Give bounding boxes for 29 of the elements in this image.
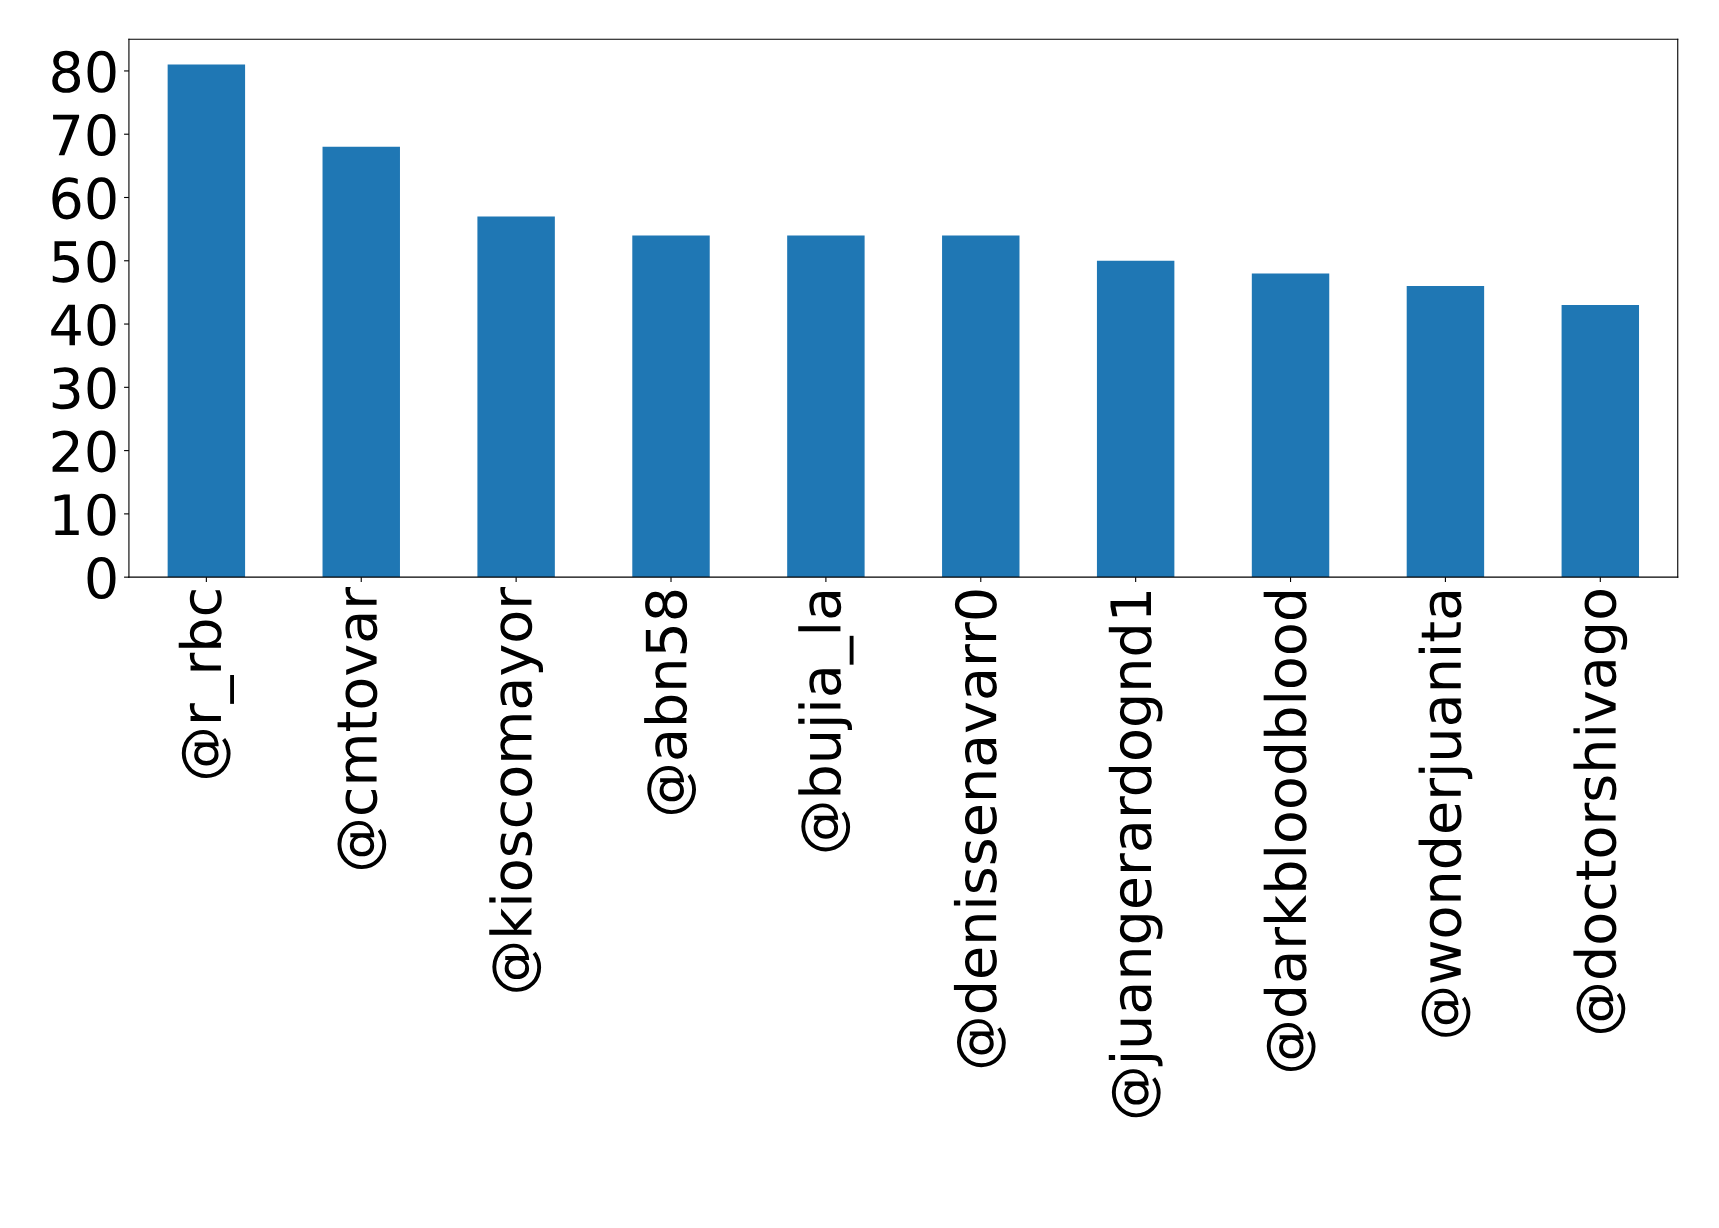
y-tick-label: 40 [51,303,116,346]
x-tick-label: @juangerardognd1 [1108,592,1163,1118]
y-tick-label: 50 [52,240,116,283]
bar [787,235,865,578]
x-tick-label: @wonderjuanita [1418,591,1473,1037]
x-tick-label: @doctorshivago [1573,589,1628,1033]
bar [477,216,555,578]
x-tick-label: @bujia_la [798,591,854,852]
x-tick-label: @cmtovar [337,586,387,869]
y-tick-label: 80 [52,50,116,93]
x-tick-label: @r_rbc [178,590,235,779]
bar [1096,260,1175,578]
y-tick-label: 10 [54,493,116,536]
bar [322,146,400,578]
x-tick-label: @abn58 [644,590,696,814]
y-tick-label: 0 [87,557,116,600]
bar [942,235,1020,578]
y-tick-label: 30 [52,367,116,410]
x-tick-label: @denissenavarr0 [953,590,1006,1068]
bar [167,64,246,578]
bar [1561,305,1640,578]
x-tick-label: @darkbloodblood [1263,591,1316,1072]
bar [1251,273,1330,578]
x-tick-label: @kioscomayor [489,586,544,992]
y-tick-label: 60 [52,177,116,220]
bar [632,235,710,578]
y-tick-label: 70 [53,114,116,157]
y-tick-label: 20 [52,430,116,473]
bar [1406,286,1485,578]
